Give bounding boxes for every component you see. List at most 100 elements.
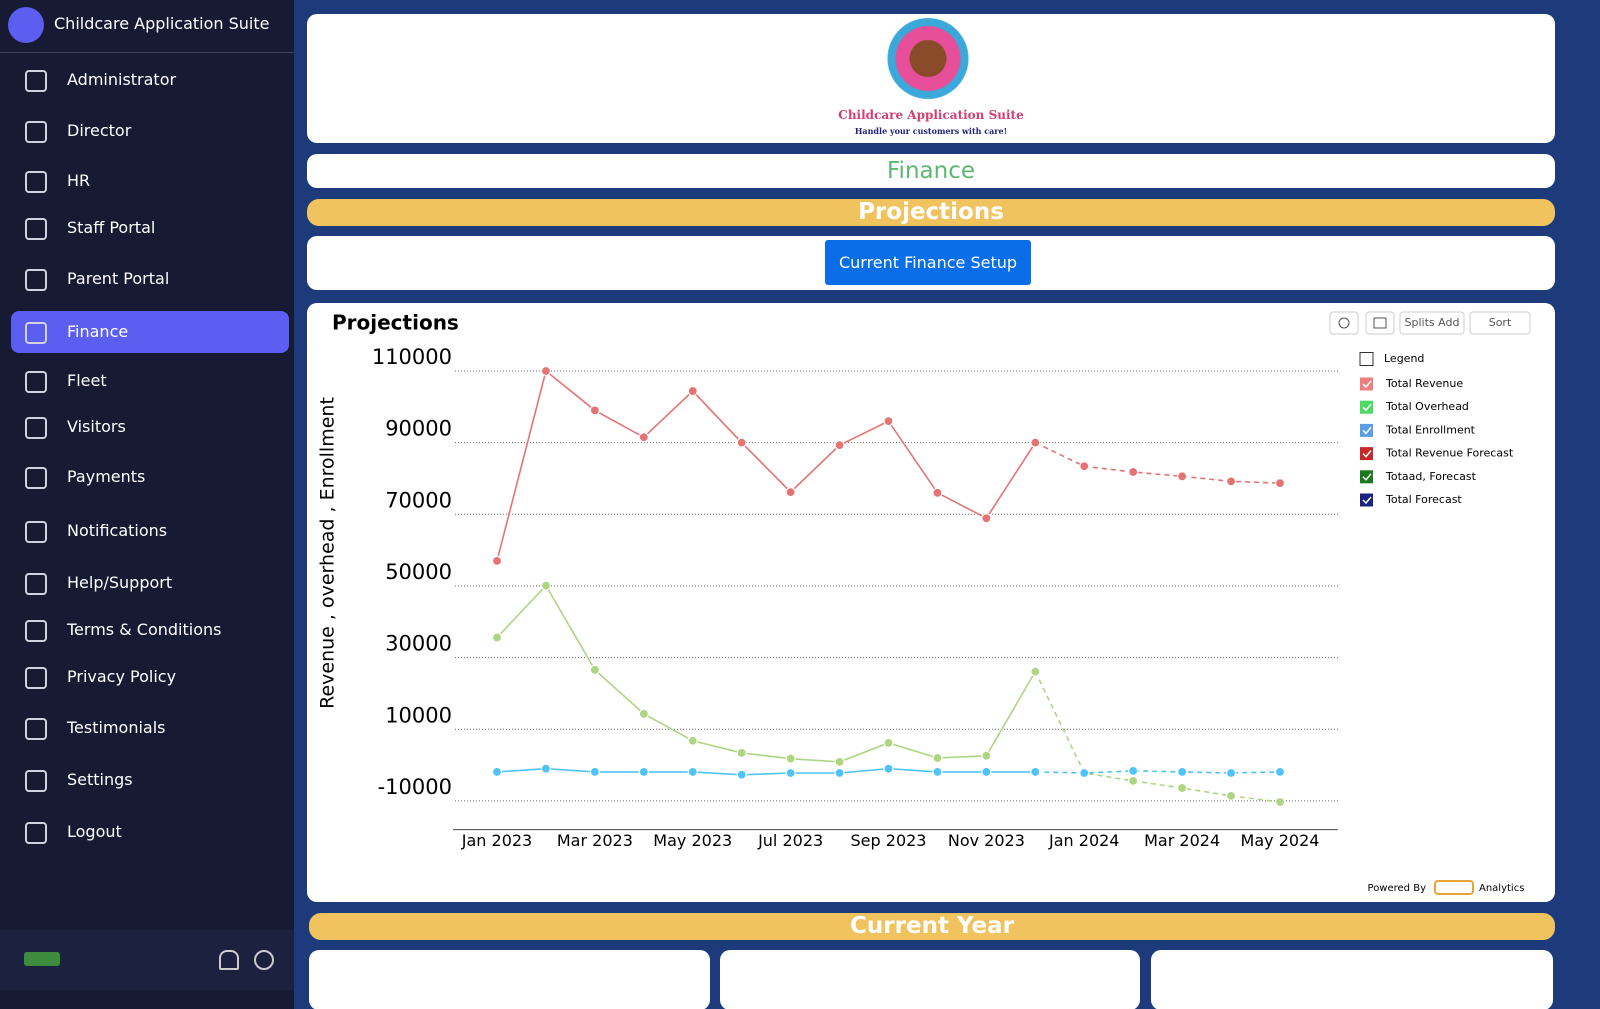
data-point (1177, 766, 1188, 778)
data-point (589, 766, 600, 778)
nav-item[interactable]: Parent Portal (11, 258, 289, 300)
series-line (1034, 441, 1281, 484)
x-tick-label: Mar 2024 (1144, 831, 1220, 850)
nav-item[interactable]: Staff Portal (11, 207, 289, 249)
y-tick-label: 110000 (372, 345, 452, 369)
data-point (491, 766, 503, 778)
y-tick-label: 10000 (385, 703, 452, 727)
data-point (1274, 766, 1286, 778)
y-axis-label: Revenue , overhead , Enrollment (317, 397, 339, 709)
logo-card: Childcare Application Suite Handle your … (307, 14, 1555, 143)
legend-check (1362, 380, 1372, 389)
data-point (785, 753, 796, 764)
data-point (1030, 766, 1041, 778)
data-point (981, 750, 992, 761)
data-point (1128, 775, 1139, 786)
data-point (834, 756, 845, 767)
y-tick-label: 30000 (385, 632, 452, 656)
bell-icon[interactable] (219, 950, 239, 970)
data-point (932, 752, 943, 764)
data-point (883, 737, 894, 748)
profile-icon[interactable] (254, 950, 274, 970)
legend-label: Total Enrollment (1385, 423, 1476, 436)
data-point (932, 487, 943, 498)
nav-icon (25, 521, 47, 543)
chart-type-button[interactable] (1365, 311, 1395, 335)
data-point (1079, 461, 1090, 472)
data-point (1030, 437, 1041, 448)
data-point (589, 405, 600, 416)
logo-tagline: Handle your customers with care! (854, 126, 1008, 136)
nav-item[interactable]: Help/Support (11, 562, 289, 604)
chart-type-icon (1373, 317, 1387, 329)
data-point (491, 555, 503, 566)
analytics-logo (1434, 880, 1474, 895)
nav-icon (25, 467, 47, 489)
data-point (834, 440, 845, 451)
data-point (687, 766, 698, 778)
nav-icon (25, 417, 47, 439)
nav-item[interactable]: Visitors (11, 406, 289, 448)
series-line (496, 369, 1036, 562)
app-title: Childcare Application Suite (54, 14, 270, 33)
x-tick-label: Sep 2023 (851, 831, 927, 850)
nav-item[interactable]: Terms & Conditions (11, 609, 289, 651)
nav-item[interactable]: Fleet (11, 360, 289, 402)
legend-check (1362, 496, 1372, 505)
sidebar-footer (0, 930, 294, 990)
nav-item[interactable]: Privacy Policy (11, 656, 289, 698)
data-point (1177, 471, 1188, 482)
splits-button[interactable] (1399, 311, 1465, 335)
data-point (1128, 466, 1139, 478)
nav-icon (25, 822, 47, 844)
data-point (1128, 765, 1139, 776)
y-tick-label: 70000 (385, 488, 452, 512)
nav-item[interactable]: Payments (11, 456, 289, 498)
data-point (540, 580, 552, 591)
data-point (540, 763, 552, 774)
nav-item[interactable]: Logout (11, 811, 289, 853)
legend-check (1362, 473, 1372, 481)
chart: Projections Revenue , overhead , Enrollm… (317, 311, 1531, 895)
nav-label: Settings (67, 770, 133, 789)
current-year-banner: Current Year (309, 913, 1555, 940)
sort-button[interactable] (1469, 311, 1531, 335)
nav-item[interactable]: Director (11, 110, 289, 152)
chart-card: Projections Revenue , overhead , Enrollm… (307, 303, 1555, 902)
refresh-button[interactable] (1329, 311, 1359, 335)
legend-check (1362, 426, 1372, 435)
legend-check (1362, 450, 1372, 458)
nav-item[interactable]: Testimonials (11, 707, 289, 749)
data-point (736, 437, 747, 448)
legend-title: Legend (1384, 352, 1424, 365)
legend-label: Total Revenue Forecast (1385, 447, 1514, 460)
nav-label: Notifications (67, 521, 168, 540)
finance-setup-button[interactable]: Current Finance Setup (825, 240, 1031, 285)
series-line (496, 584, 1037, 763)
x-tick-label: May 2024 (1241, 831, 1320, 850)
nav-icon (25, 70, 47, 92)
nav-label: Parent Portal (67, 269, 170, 288)
nav-label: Payments (67, 467, 146, 486)
data-point (687, 735, 698, 746)
nav-item[interactable]: Settings (11, 759, 289, 801)
summary-card (720, 950, 1140, 1009)
nav-item[interactable]: Finance (11, 311, 289, 353)
data-point (491, 632, 503, 643)
nav-item[interactable]: HR (11, 160, 289, 202)
legend-check (1362, 403, 1372, 412)
data-point (1177, 782, 1188, 794)
nav-icon (25, 218, 47, 240)
nav-icon (25, 171, 47, 193)
sort-label: Sort (1489, 316, 1512, 329)
data-point (638, 432, 649, 443)
logo (875, 18, 981, 108)
legend-swatch (1360, 423, 1373, 437)
section-title: Finance (307, 154, 1555, 188)
nav-item[interactable]: Administrator (11, 59, 289, 101)
data-point (1079, 767, 1090, 779)
nav-label: Visitors (67, 417, 126, 436)
nav-item[interactable]: Notifications (11, 510, 289, 552)
data-point (1225, 476, 1237, 487)
